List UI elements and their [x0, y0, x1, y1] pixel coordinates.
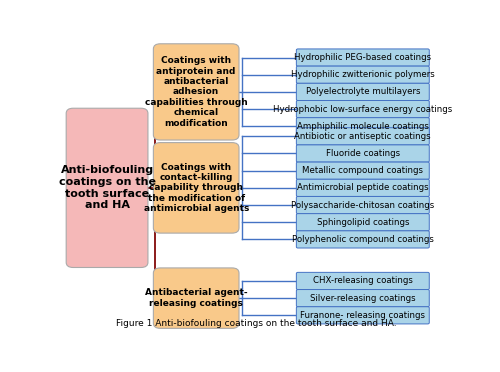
Text: Furanone- releasing coatings: Furanone- releasing coatings: [300, 311, 426, 320]
FancyBboxPatch shape: [296, 66, 430, 83]
Text: Sphingolipid coatings: Sphingolipid coatings: [316, 218, 409, 227]
Text: Coatings with
contact-killing
capability through
the modification of
antimicrobi: Coatings with contact-killing capability…: [144, 163, 249, 213]
Text: Silver-releasing coatings: Silver-releasing coatings: [310, 294, 416, 303]
Text: Polyelectrolyte multilayers: Polyelectrolyte multilayers: [306, 87, 420, 96]
FancyBboxPatch shape: [154, 142, 239, 233]
FancyBboxPatch shape: [296, 83, 430, 100]
FancyBboxPatch shape: [296, 162, 430, 179]
FancyBboxPatch shape: [154, 268, 239, 328]
FancyBboxPatch shape: [296, 231, 430, 248]
FancyBboxPatch shape: [296, 289, 430, 307]
Text: Hydrophilic PEG-based coatings: Hydrophilic PEG-based coatings: [294, 53, 432, 62]
FancyBboxPatch shape: [66, 108, 148, 267]
Text: Polyphenolic compound coatings: Polyphenolic compound coatings: [292, 235, 434, 244]
FancyBboxPatch shape: [296, 272, 430, 289]
FancyBboxPatch shape: [296, 214, 430, 231]
FancyBboxPatch shape: [296, 179, 430, 196]
Text: Anti-biofouling
coatings on the
tooth surface
and HA: Anti-biofouling coatings on the tooth su…: [58, 166, 156, 210]
Text: Antibiotic or antiseptic coatings: Antibiotic or antiseptic coatings: [294, 132, 431, 141]
Text: Amphiphilic molecule coatings: Amphiphilic molecule coatings: [297, 122, 429, 131]
FancyBboxPatch shape: [296, 118, 430, 135]
FancyBboxPatch shape: [296, 307, 430, 324]
FancyBboxPatch shape: [154, 44, 239, 140]
FancyBboxPatch shape: [296, 128, 430, 145]
FancyBboxPatch shape: [296, 100, 430, 118]
Text: Coatings with
antiprotein and
antibacterial
adhesion
capabilities through
chemic: Coatings with antiprotein and antibacter…: [145, 56, 248, 128]
Text: Figure 1 Anti-biofouling coatings on the tooth surface and HA.: Figure 1 Anti-biofouling coatings on the…: [116, 319, 396, 328]
Text: Hydrophilic zwitterionic polymers: Hydrophilic zwitterionic polymers: [291, 70, 434, 79]
Text: Hydrophobic low-surface energy coatings: Hydrophobic low-surface energy coatings: [273, 105, 452, 113]
Text: Fluoride coatings: Fluoride coatings: [326, 149, 400, 158]
Text: CHX-releasing coatings: CHX-releasing coatings: [313, 276, 413, 285]
Text: Antibacterial agent-
releasing coatings: Antibacterial agent- releasing coatings: [145, 288, 248, 308]
FancyBboxPatch shape: [296, 196, 430, 214]
Text: Polysaccharide-chitosan coatings: Polysaccharide-chitosan coatings: [291, 201, 434, 209]
Text: Metallic compound coatings: Metallic compound coatings: [302, 166, 424, 175]
FancyBboxPatch shape: [296, 145, 430, 162]
FancyBboxPatch shape: [296, 49, 430, 66]
Text: Antimicrobial peptide coatings: Antimicrobial peptide coatings: [297, 183, 428, 192]
